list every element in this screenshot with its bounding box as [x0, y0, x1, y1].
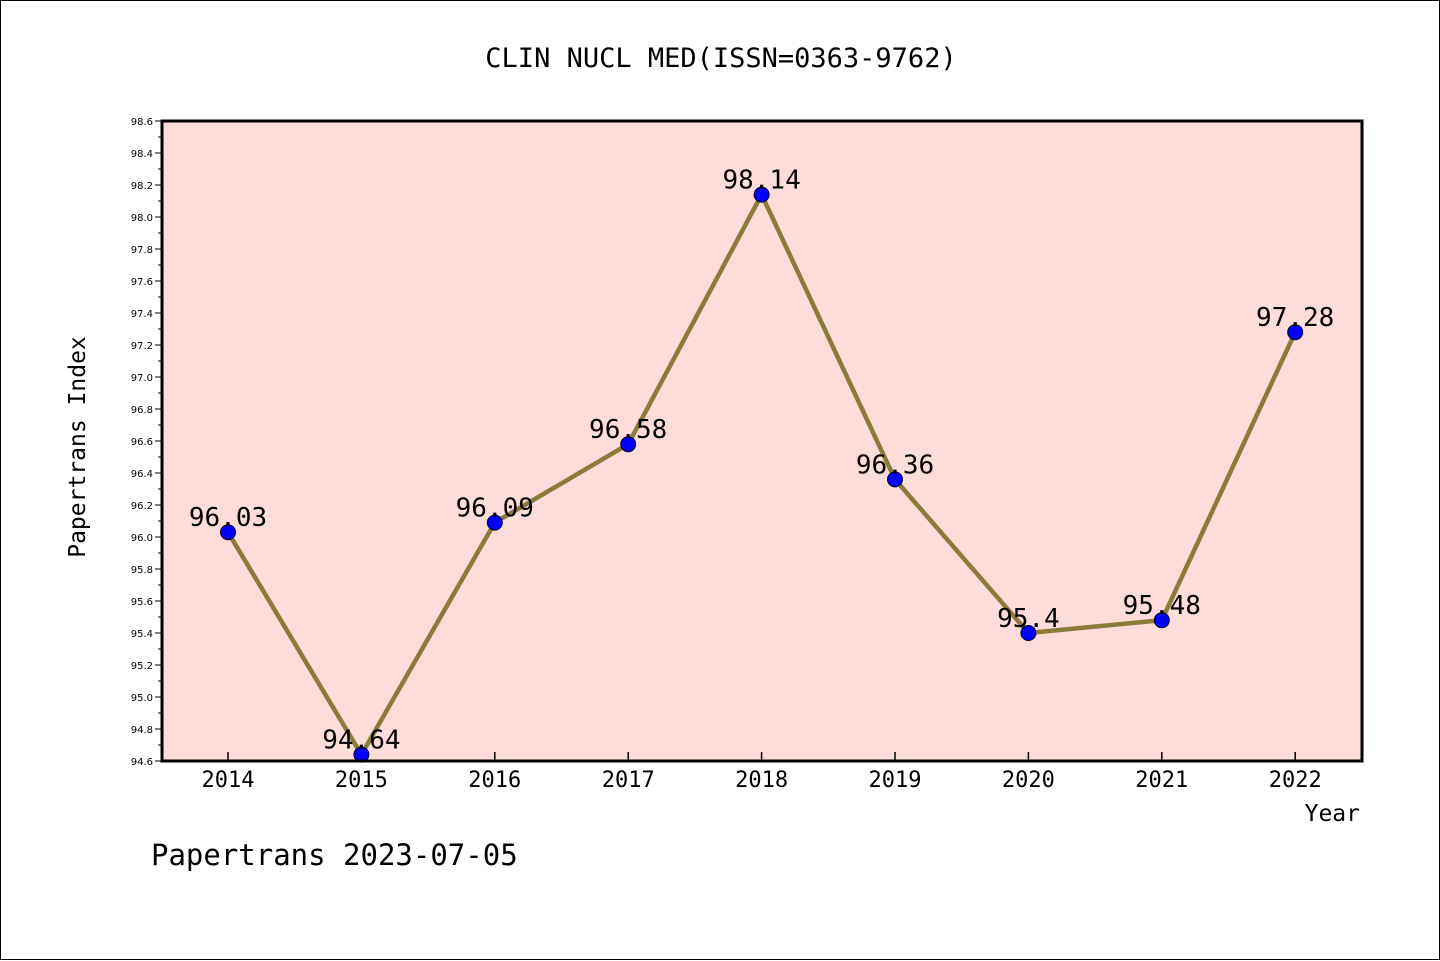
data-point-marker	[486, 514, 503, 531]
y-tick-label: 96.4	[131, 469, 153, 480]
data-point-marker	[753, 186, 770, 203]
data-label: 96.09	[456, 494, 534, 524]
x-tick-label: 2017	[602, 768, 655, 793]
y-tick-label: 94.8	[131, 725, 153, 736]
data-label: 98.14	[722, 166, 800, 196]
y-tick-label: 95.4	[131, 629, 153, 640]
data-point-marker	[887, 471, 903, 488]
x-tick-label: 2018	[735, 768, 788, 793]
y-tick-label: 95.2	[131, 661, 153, 672]
data-label: 94.64	[322, 726, 400, 756]
y-tick-label: 97.6	[131, 277, 153, 288]
data-point-marker	[1020, 625, 1037, 641]
data-point-marker	[1153, 612, 1170, 629]
plot-border	[160, 119, 1364, 763]
x-tick-label: 2014	[202, 768, 255, 793]
y-tick-label: 96.2	[131, 501, 153, 512]
x-tick-label: 2015	[335, 768, 388, 793]
data-point-marker	[620, 436, 637, 453]
y-tick-label: 96.6	[131, 437, 153, 448]
y-tick-label: 96.0	[131, 533, 153, 544]
data-labels: 96.03 94.64 96.09 96.58 98.14 96.36 95.4 95.48 9…	[189, 166, 1334, 756]
plot-area	[162, 121, 1362, 761]
x-tick-label: 2016	[468, 768, 521, 793]
data-label: 97.28	[1256, 303, 1334, 333]
y-tick-label: 98.4	[131, 149, 153, 160]
data-label: 95.48	[1123, 591, 1201, 621]
y-axis-label: Papertrans Index	[65, 336, 91, 558]
y-tick-label: 97.4	[131, 309, 153, 320]
x-tick-label: 2019	[869, 768, 922, 793]
x-tick-label: 2022	[1269, 768, 1322, 793]
y-tick-label: 97.0	[131, 373, 153, 384]
data-label: 96.36	[856, 450, 934, 480]
y-tick-label: 98.6	[131, 117, 153, 128]
y-tick-label: 95.6	[131, 597, 153, 608]
footer-date: Papertrans 2023-07-05	[151, 838, 518, 872]
y-tick-label: 94.6	[131, 757, 153, 768]
y-tick-label: 95.0	[131, 693, 153, 704]
y-tick-label: 96.8	[131, 405, 153, 416]
x-axis-label: Year	[1305, 801, 1360, 827]
y-tick-label: 98.0	[131, 213, 153, 224]
y-tick-label: 97.8	[131, 245, 153, 256]
y-tick-label: 95.8	[131, 565, 153, 576]
data-label: 96.03	[189, 503, 267, 533]
x-tick-label: 2021	[1135, 768, 1188, 793]
data-point-marker	[220, 524, 236, 541]
chart-title: CLIN NUCL MED(ISSN=0363-9762)	[485, 43, 956, 74]
y-axis: 94.6 94.8 95.0 95.2 95.4 95.6 95.8 96.0 96.2 96.4…	[131, 117, 162, 768]
x-tick-label: 2020	[1002, 768, 1055, 793]
data-point-marker	[1287, 324, 1304, 341]
y-tick-label: 98.2	[131, 181, 153, 192]
series-papertrans-index	[220, 186, 1304, 763]
data-label: 95.4	[997, 604, 1060, 634]
data-label: 96.58	[589, 415, 667, 445]
y-tick-label: 97.2	[131, 341, 153, 352]
x-axis: 2014 2015 2016 2017 2018 2019 2020 2021 2022	[202, 752, 1322, 793]
